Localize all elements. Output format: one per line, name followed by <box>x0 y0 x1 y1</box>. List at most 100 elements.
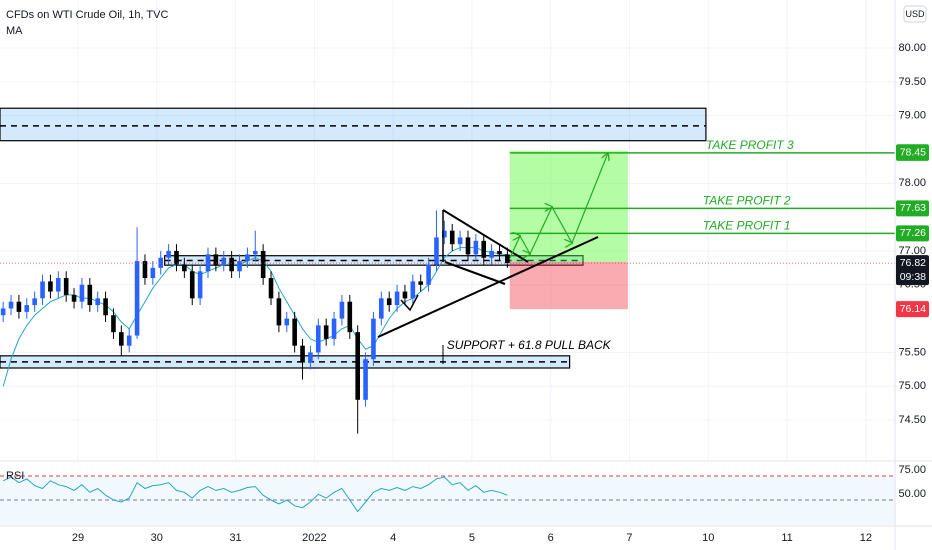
candle-body <box>252 250 258 255</box>
candle-body <box>237 261 242 272</box>
candle-body <box>308 352 313 363</box>
zone <box>0 107 707 142</box>
candle-body <box>134 261 140 336</box>
currency-label[interactable]: USD <box>905 9 925 19</box>
arrow <box>400 294 419 312</box>
candle-body <box>119 332 124 346</box>
candle-body <box>449 230 455 245</box>
candle-body <box>197 271 203 299</box>
y-tick-label: 75.50 <box>898 346 926 358</box>
profit-box <box>509 150 628 262</box>
candle-body <box>16 301 22 312</box>
candle-body <box>213 254 219 265</box>
indicator-label: MA <box>6 25 23 37</box>
candle-body <box>434 237 439 265</box>
candle-body <box>142 261 148 279</box>
candle-body <box>221 257 227 265</box>
candle-body <box>410 281 416 299</box>
candle-body <box>166 250 171 258</box>
price-badge <box>896 225 929 242</box>
candle-body <box>355 332 360 400</box>
candle-body <box>465 237 471 255</box>
candle-body <box>347 301 353 333</box>
x-tick-label: 30 <box>151 532 163 544</box>
candle-body <box>394 291 400 306</box>
loss-box <box>509 261 628 310</box>
candle-body <box>426 264 431 285</box>
chart-title: CFDs on WTI Crude Oil, 1h, TVC <box>6 9 168 21</box>
candle-body <box>103 298 108 316</box>
rsi-line <box>2 476 508 513</box>
candle-body <box>56 278 61 292</box>
x-tick-label: 10 <box>702 532 714 544</box>
annotation: SUPPORT + 61.8 PULL BACK <box>447 338 612 352</box>
candle-body <box>418 281 424 285</box>
rsi-tick-label: 75.00 <box>898 464 926 476</box>
candle-body <box>40 281 45 299</box>
x-tick-label: 2022 <box>302 532 326 544</box>
take-profit-label: TAKE PROFIT 2 <box>703 194 791 208</box>
y-tick-label: 77.00 <box>898 245 926 257</box>
x-tick-label: 5 <box>469 532 475 544</box>
candle-body <box>323 325 329 339</box>
candle-body <box>32 298 37 306</box>
projection-arrow <box>509 153 608 258</box>
x-tick-label: 7 <box>626 532 632 544</box>
candle-body <box>24 305 30 312</box>
candle-body <box>331 318 337 339</box>
x-tick-label: 4 <box>390 532 396 544</box>
price-badge-label: 76.82 <box>900 257 926 269</box>
candle-body <box>505 254 510 264</box>
candle-body <box>95 298 100 306</box>
candle-body <box>8 301 14 309</box>
candle-body <box>79 284 85 302</box>
price-badge <box>896 255 929 286</box>
x-tick-label: 11 <box>781 532 792 544</box>
candle-body <box>245 254 250 262</box>
candle-body <box>229 257 234 272</box>
candle-body <box>87 284 93 306</box>
candle-body <box>276 298 282 326</box>
take-profit-label: TAKE PROFIT 1 <box>703 219 791 233</box>
candle-body <box>386 298 392 306</box>
price-badge-label: 76.14 <box>900 303 926 315</box>
y-tick-label: 79.00 <box>898 110 926 122</box>
candle-body <box>300 345 305 363</box>
countdown: 09:38 <box>900 271 926 283</box>
rsi-pane <box>0 475 895 525</box>
rsi-tick-label: 50.00 <box>898 488 926 500</box>
currency-button[interactable] <box>903 5 927 23</box>
candle-body <box>371 318 376 360</box>
candle-body <box>126 335 132 346</box>
candle-body <box>473 240 479 255</box>
candle-body <box>284 318 290 326</box>
candle-body <box>292 318 297 346</box>
price-badge <box>896 200 929 217</box>
candle-body <box>48 281 53 292</box>
candle-body <box>481 240 487 258</box>
candle-body <box>442 230 447 238</box>
candle-body <box>63 278 69 295</box>
rsi-label: RSI <box>6 470 24 482</box>
y-tick-label: 74.50 <box>898 414 926 426</box>
candle-body <box>182 264 187 272</box>
price-badge-label: 77.63 <box>900 202 926 214</box>
y-tick-label: 79.50 <box>898 76 926 88</box>
y-tick-label: 78.00 <box>898 177 926 189</box>
candle-body <box>111 315 116 333</box>
candle-body <box>315 325 321 353</box>
trend-line <box>444 261 506 285</box>
price-badge-label: 77.26 <box>900 227 926 239</box>
candle-body <box>174 250 179 265</box>
x-tick-label: 31 <box>229 532 241 544</box>
candle-body <box>457 237 463 245</box>
x-tick-label: 6 <box>548 532 554 544</box>
candle-body <box>189 271 195 299</box>
candle-body <box>339 301 345 319</box>
candle-body <box>158 257 164 268</box>
candle-body <box>489 250 494 258</box>
drawings <box>377 153 608 364</box>
candle-body <box>268 278 274 299</box>
price-badge <box>896 301 929 318</box>
